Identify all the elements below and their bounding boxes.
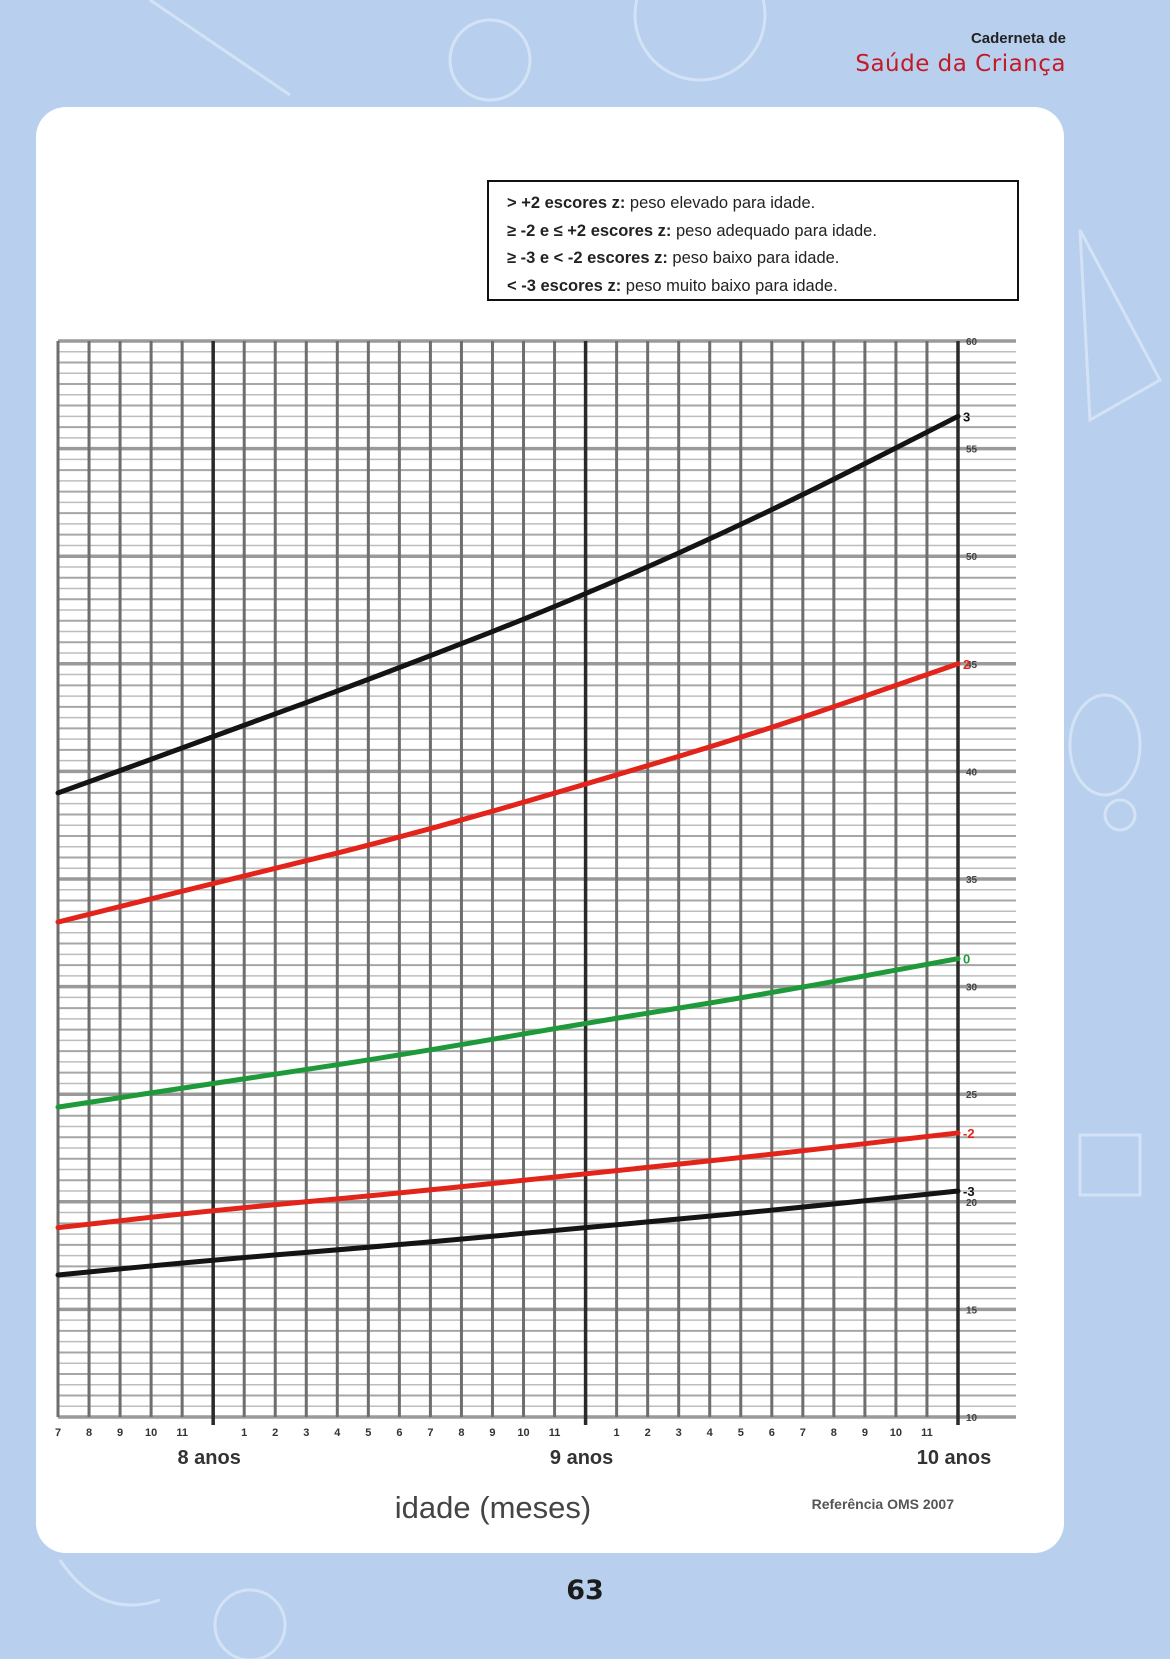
x-tick-label: 7 — [427, 1427, 433, 1439]
legend-box: > +2 escores z: peso elevado para idade.… — [487, 180, 1019, 301]
x-axis-label: idade (meses) — [395, 1490, 591, 1525]
x-tick-label: 11 — [176, 1427, 188, 1439]
x-tick-label: 5 — [365, 1427, 371, 1439]
header-title-top: Caderneta de — [970, 30, 1066, 47]
y-tick-label: 50 — [966, 552, 978, 563]
header-brand-title: Saúde da Criança — [855, 51, 1066, 77]
basketball-icon — [633, 0, 767, 82]
reference-note: Referência OMS 2007 — [812, 1496, 955, 1512]
x-tick-label: 5 — [738, 1427, 744, 1439]
y-tick-label: 20 — [966, 1198, 978, 1209]
x-tick-label: 4 — [707, 1427, 714, 1439]
legend-item-elevado: > +2 escores z: peso elevado para idade. — [507, 194, 816, 212]
abc-block-icon — [1078, 1133, 1142, 1197]
kite-icon — [1078, 229, 1163, 423]
y-tick-label: 60 — [966, 337, 978, 348]
y-tick-label: 15 — [966, 1305, 978, 1316]
series-end-label: 3 — [963, 409, 970, 424]
x-tick-label: 4 — [334, 1427, 341, 1439]
x-tick-label: 2 — [272, 1427, 278, 1439]
x-tick-label: 6 — [396, 1427, 402, 1439]
y-tick-label: 55 — [966, 445, 978, 456]
x-tick-label: 1 — [241, 1427, 247, 1439]
page-header: Caderneta de Saúde da Criança — [855, 30, 1066, 77]
series-end-label: 2 — [963, 657, 970, 672]
x-tick-label: 11 — [549, 1427, 561, 1439]
x-tick-label: 6 — [769, 1427, 775, 1439]
kite-string-icon — [149, 0, 291, 97]
y-tick-label: 40 — [966, 767, 978, 778]
x-tick-label: 8 — [458, 1427, 464, 1439]
toy-icon — [58, 1559, 161, 1607]
x-tick-label: 7 — [55, 1427, 61, 1439]
x-tick-label: 2 — [645, 1427, 651, 1439]
series-end-label: -2 — [963, 1126, 975, 1141]
y-tick-label: 10 — [966, 1413, 978, 1424]
x-tick-label: 11 — [921, 1427, 933, 1439]
y-tick-label: 35 — [966, 875, 978, 886]
legend-item-baixo: ≥ -3 e < -2 escores z: peso baixo para i… — [507, 249, 840, 267]
series-line — [55, 1188, 961, 1278]
year-label: 8 anos — [177, 1447, 240, 1469]
series-line — [55, 956, 961, 1110]
x-tick-label: 8 — [86, 1427, 92, 1439]
series-line — [55, 413, 961, 796]
x-tick-label: 9 — [117, 1427, 123, 1439]
chart-card: > +2 escores z: peso elevado para idade.… — [36, 107, 1064, 1553]
x-tick-label: 3 — [676, 1427, 682, 1439]
x-tick-label: 10 — [517, 1427, 529, 1439]
series-line — [55, 1130, 961, 1231]
year-label: 9 anos — [550, 1447, 613, 1469]
x-tick-label: 3 — [303, 1427, 309, 1439]
y-tick-label: 25 — [966, 1090, 978, 1101]
series-end-label: 0 — [963, 952, 970, 967]
x-tick-label: 7 — [800, 1427, 806, 1439]
page-number: 63 — [566, 1575, 604, 1606]
x-tick-label: 10 — [890, 1427, 902, 1439]
x-tick-label: 9 — [489, 1427, 495, 1439]
legend-item-adequado: ≥ -2 e ≤ +2 escores z: peso adequado par… — [507, 221, 877, 240]
x-tick-label: 8 — [831, 1427, 837, 1439]
rattle-icon — [1068, 693, 1142, 797]
y-tick-label: 45 — [966, 660, 978, 671]
ball-icon — [213, 1588, 287, 1659]
legend-item-muito-baixo: < -3 escores z: peso muito baixo para id… — [507, 276, 838, 295]
y-tick-label: 30 — [966, 983, 978, 994]
soccer-ball-icon — [448, 18, 532, 102]
year-label: 10 anos — [917, 1447, 991, 1469]
x-tick-label: 10 — [145, 1427, 157, 1439]
series-end-label: -3 — [963, 1184, 975, 1199]
x-tick-label: 9 — [862, 1427, 868, 1439]
series-line — [55, 661, 961, 925]
x-tick-label: 1 — [614, 1427, 620, 1439]
